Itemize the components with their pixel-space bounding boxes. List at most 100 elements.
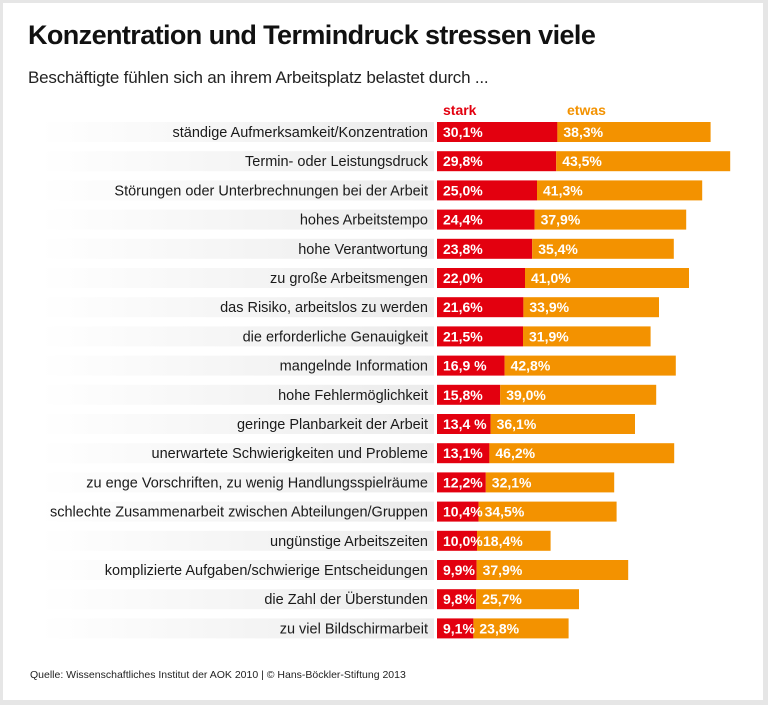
category-label: ständige Aufmerksamkeit/Konzentration: [173, 125, 429, 141]
category-label: komplizierte Aufgaben/schwierige Entsche…: [105, 563, 428, 579]
value-label-stark: 13,4 %: [443, 416, 487, 432]
bar-etwas: [476, 589, 579, 610]
category-label: zu enge Vorschriften, zu wenig Handlungs…: [86, 475, 428, 491]
bar-stark: [437, 384, 501, 405]
value-label-etwas: 18,4%: [483, 533, 523, 549]
label-band: [40, 326, 434, 347]
label-band: [40, 297, 434, 318]
value-label-stark: 9,9%: [443, 562, 475, 578]
bar-stark: [437, 618, 474, 639]
label-band: [40, 238, 434, 259]
value-label-stark: 10,4%: [443, 504, 483, 520]
source-footer: Quelle: Wissenschaftliches Institut der …: [30, 669, 406, 681]
label-band: [40, 589, 434, 610]
category-label: hohe Verantwortung: [298, 242, 428, 258]
value-label-stark: 25,0%: [443, 182, 483, 198]
value-label-stark: 21,6%: [443, 299, 483, 315]
value-label-etwas: 41,3%: [543, 182, 583, 198]
bar-stark: [437, 122, 558, 142]
bar-etwas: [523, 297, 659, 318]
category-label: das Risiko, arbeitslos zu werden: [220, 300, 428, 316]
labels: ständige Aufmerksamkeit/Konzentration 30,…: [50, 124, 604, 637]
bar-stark: [437, 268, 525, 288]
value-label-stark: 15,8%: [443, 387, 483, 403]
value-label-stark: 22,0%: [443, 270, 483, 286]
bar-etwas: [477, 530, 551, 551]
legend-etwas: etwas: [567, 102, 606, 118]
chart-title: Konzentration und Termindruck stressen v…: [28, 20, 596, 50]
label-band: [40, 122, 434, 142]
value-label-etwas: 35,4%: [538, 241, 578, 257]
category-label: zu viel Bildschirmarbeit: [280, 621, 428, 637]
value-label-etwas: 33,9%: [529, 299, 569, 315]
value-label-stark: 9,8%: [443, 591, 475, 607]
value-label-etwas: 32,1%: [492, 474, 532, 490]
value-label-stark: 29,8%: [443, 153, 483, 169]
bar-etwas: [500, 384, 657, 405]
category-label: unerwartete Schwierigkeiten und Probleme: [152, 446, 428, 462]
label-band: [40, 151, 434, 172]
value-label-etwas: 43,5%: [562, 153, 602, 169]
value-label-etwas: 34,5%: [485, 504, 525, 520]
bar-etwas: [489, 443, 675, 464]
label-band: [40, 209, 434, 230]
bar-stark: [437, 326, 523, 347]
value-label-stark: 10,0%: [443, 533, 483, 549]
bar-stark: [437, 297, 524, 318]
category-label: Störungen oder Unterbrechnungen bei der …: [114, 183, 428, 199]
category-label: Termin- oder Leistungsdruck: [245, 154, 429, 170]
bar-stark: [437, 355, 505, 376]
value-label-stark: 23,8%: [443, 241, 483, 257]
label-band: [40, 443, 434, 464]
label-band: [40, 414, 434, 434]
value-label-stark: 30,1%: [443, 124, 483, 140]
bar-etwas: [478, 501, 617, 522]
bar-stark: [437, 443, 490, 464]
bar-etwas: [534, 209, 687, 230]
value-label-etwas: 37,9%: [483, 562, 523, 578]
label-band: [40, 472, 434, 493]
bar-etwas: [476, 560, 629, 580]
bar-stark: [437, 560, 477, 580]
category-label: schlechte Zusammenarbeit zwischen Abteil…: [50, 505, 428, 521]
category-label: die Zahl der Überstunden: [264, 590, 428, 608]
category-label: hohe Fehlermöglichkeit: [278, 388, 428, 404]
value-label-etwas: 23,8%: [479, 620, 519, 636]
category-label: hohes Arbeitstempo: [300, 213, 428, 229]
bar-etwas: [504, 355, 676, 376]
label-band: [40, 384, 434, 405]
category-label: zu große Arbeitsmengen: [270, 271, 428, 287]
label-band: [40, 618, 434, 639]
bar-etwas: [525, 268, 689, 288]
bar-stark: [437, 472, 486, 493]
bar-stark: [437, 238, 533, 259]
value-label-etwas: 31,9%: [529, 328, 569, 344]
value-label-stark: 13,1%: [443, 445, 483, 461]
bar-etwas: [537, 180, 703, 201]
value-label-stark: 21,5%: [443, 328, 483, 344]
bar-stark: [437, 414, 491, 434]
bar-etwas: [556, 151, 731, 172]
label-band: [40, 560, 434, 580]
legend-stark: stark: [443, 102, 477, 118]
chart-frame: [3, 3, 763, 700]
value-label-etwas: 46,2%: [495, 445, 535, 461]
bar-stark: [437, 501, 479, 522]
value-label-stark: 9,1%: [443, 620, 475, 636]
bar-etwas: [523, 326, 651, 347]
bar-etwas: [557, 122, 711, 142]
value-label-stark: 16,9 %: [443, 358, 487, 374]
category-label: ungünstige Arbeitszeiten: [270, 534, 428, 550]
category-label: mangelnde Information: [280, 359, 428, 375]
bar-stark: [437, 151, 557, 172]
value-label-etwas: 25,7%: [482, 591, 522, 607]
value-label-etwas: 42,8%: [511, 358, 551, 374]
bar-etwas: [473, 618, 569, 639]
bar-stark: [437, 180, 537, 201]
bar-stark: [437, 209, 535, 230]
value-label-etwas: 38,3%: [563, 124, 603, 140]
bar-stark: [437, 589, 477, 610]
value-label-etwas: 41,0%: [531, 270, 571, 286]
value-label-etwas: 36,1%: [497, 416, 537, 432]
